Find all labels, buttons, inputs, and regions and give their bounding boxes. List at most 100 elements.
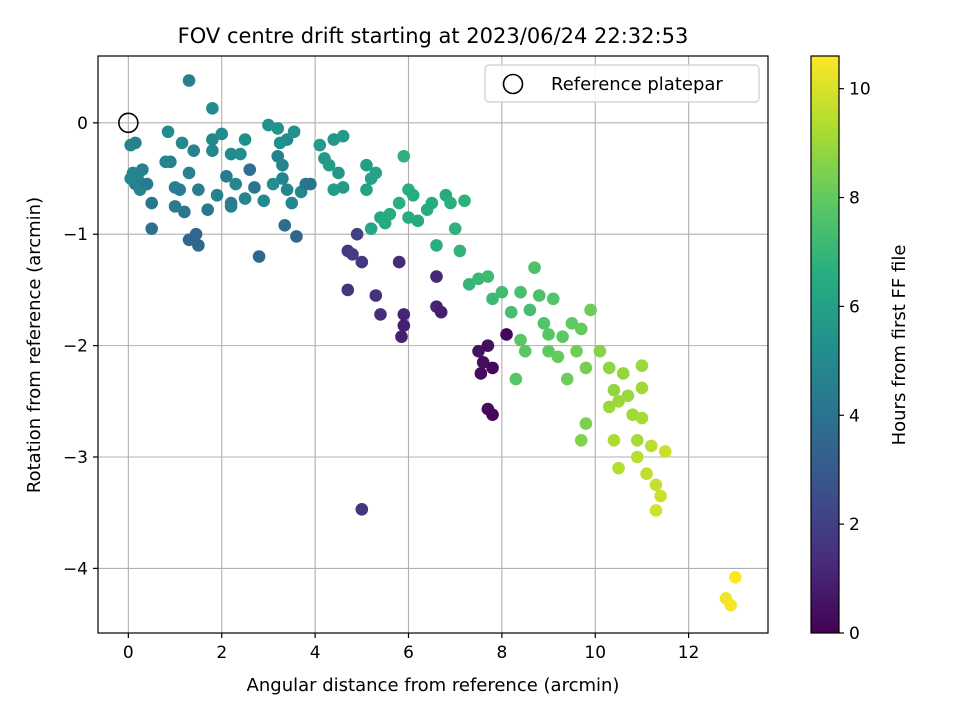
data-point xyxy=(481,270,495,283)
y-tick-label: −1 xyxy=(63,225,88,245)
data-point xyxy=(206,144,219,157)
y-tick-label: 0 xyxy=(77,114,88,134)
data-point xyxy=(474,367,488,380)
data-point xyxy=(579,417,593,430)
data-point xyxy=(425,196,439,210)
data-point xyxy=(159,155,173,169)
axis-ticks: 0 2 4 6 8 10 12 0 −1 −2 −3 −4 xyxy=(63,114,700,663)
data-point xyxy=(266,177,280,191)
data-point xyxy=(280,183,294,196)
data-point xyxy=(495,285,509,299)
data-point xyxy=(406,188,420,202)
x-tick-label: 2 xyxy=(216,643,227,663)
data-point xyxy=(574,322,588,336)
legend-marker-icon xyxy=(502,73,524,95)
data-point xyxy=(332,166,345,180)
data-point xyxy=(313,138,327,152)
data-point xyxy=(290,230,303,243)
colorbar-tick-label: 2 xyxy=(849,515,860,535)
data-point xyxy=(206,102,219,115)
data-point xyxy=(658,445,672,458)
data-point xyxy=(369,289,383,302)
data-point xyxy=(192,239,205,252)
data-point xyxy=(248,181,261,194)
data-point xyxy=(397,308,411,321)
data-point xyxy=(612,395,625,408)
data-point xyxy=(220,170,233,183)
data-point xyxy=(392,255,406,269)
data-point xyxy=(355,255,369,269)
data-point xyxy=(476,356,490,369)
data-point xyxy=(411,214,425,228)
data-point xyxy=(224,147,238,161)
data-points xyxy=(124,74,742,612)
data-point xyxy=(304,177,317,191)
colorbar-ticks: 0 2 4 6 8 10 xyxy=(839,80,871,644)
data-point xyxy=(472,344,485,358)
colorbar-label: Hours from first FF file xyxy=(889,245,910,446)
data-point xyxy=(560,372,574,386)
data-point xyxy=(364,222,378,235)
data-point xyxy=(518,344,532,358)
data-point xyxy=(644,439,658,453)
data-point xyxy=(182,166,196,180)
data-point xyxy=(224,196,238,210)
data-point xyxy=(355,503,369,516)
data-point xyxy=(532,289,546,302)
data-point xyxy=(724,598,737,612)
data-point xyxy=(322,158,336,172)
colorbar-gradient xyxy=(811,56,839,633)
data-point xyxy=(430,239,443,252)
data-point xyxy=(215,127,229,141)
data-point xyxy=(579,361,593,375)
colorbar: 0 2 4 6 8 10 Hours from first FF file xyxy=(810,55,910,644)
data-point xyxy=(238,133,252,146)
data-point xyxy=(243,163,257,176)
grid-lines xyxy=(98,56,768,633)
data-point xyxy=(145,222,158,235)
data-point xyxy=(649,504,663,517)
reference-marker xyxy=(118,112,139,134)
data-point xyxy=(276,172,289,185)
y-tick-label: −2 xyxy=(63,337,88,357)
x-tick-label: 8 xyxy=(496,643,507,663)
data-point xyxy=(444,196,457,210)
data-point xyxy=(462,278,476,291)
data-point xyxy=(584,303,597,317)
data-point xyxy=(383,207,397,221)
data-point xyxy=(448,222,462,235)
data-point xyxy=(574,433,588,447)
data-point xyxy=(350,227,364,241)
data-point xyxy=(287,125,301,139)
data-point xyxy=(360,183,373,196)
data-point xyxy=(341,283,355,297)
data-point xyxy=(175,136,189,150)
data-point xyxy=(392,196,406,210)
data-point xyxy=(500,328,513,341)
x-tick-label: 10 xyxy=(584,643,606,663)
data-point xyxy=(593,344,607,358)
data-point xyxy=(168,181,182,194)
y-axis-label: Rotation from reference (arcmin) xyxy=(24,197,45,493)
chart-title: FOV centre drift starting at 2023/06/24 … xyxy=(178,24,689,48)
data-point xyxy=(278,219,292,232)
data-point xyxy=(336,129,350,143)
legend-box xyxy=(484,64,760,103)
plot-frame xyxy=(97,55,769,634)
data-point xyxy=(654,489,667,503)
data-point xyxy=(346,247,359,261)
data-point xyxy=(210,188,224,202)
data-point xyxy=(395,330,408,344)
data-point xyxy=(336,181,350,194)
colorbar-tick-label: 10 xyxy=(849,80,871,100)
colorbar-tick-label: 4 xyxy=(849,406,860,426)
data-point xyxy=(187,144,201,157)
data-point xyxy=(238,192,252,205)
data-point xyxy=(234,147,247,161)
data-point xyxy=(257,194,271,208)
data-point xyxy=(551,350,565,364)
data-point xyxy=(546,292,560,306)
data-point xyxy=(630,433,644,447)
data-point xyxy=(136,163,149,176)
